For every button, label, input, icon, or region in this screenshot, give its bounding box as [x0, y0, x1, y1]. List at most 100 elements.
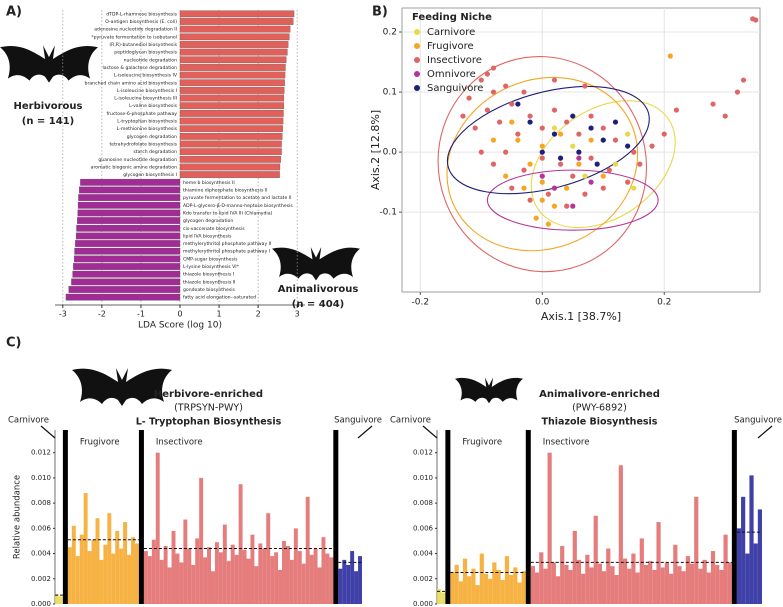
legend-label: Carnivore — [427, 27, 475, 38]
bar-label: L-valine biosynthesis — [129, 103, 178, 109]
bar — [278, 569, 283, 604]
data-point — [710, 101, 716, 107]
bar — [342, 559, 347, 604]
x-axis-title: Axis.1 [38.7%] — [541, 310, 621, 323]
bar — [483, 573, 489, 604]
bar — [622, 558, 628, 604]
y-axis-title: Relative abundance — [13, 475, 23, 559]
bar-label: L-isoleucine biosynthesis I — [117, 88, 177, 94]
data-point — [576, 155, 582, 161]
bar — [736, 528, 742, 604]
group-label: Sanguivore — [334, 416, 382, 426]
data-point — [740, 77, 747, 83]
bar — [606, 548, 611, 604]
bar — [346, 564, 351, 604]
bar — [685, 556, 690, 604]
bar — [749, 475, 754, 604]
data-point — [496, 119, 503, 125]
bar — [71, 525, 76, 604]
bar — [67, 547, 72, 604]
y-tick-label: 0.1 — [383, 88, 397, 98]
bar — [597, 563, 602, 604]
bar-label: heme b biosynthesis II — [183, 180, 235, 186]
bar — [282, 540, 286, 604]
data-point — [539, 155, 545, 161]
data-point — [551, 131, 558, 137]
y-tick-label: 0.008 — [31, 499, 51, 507]
bar — [458, 581, 463, 604]
bar — [551, 562, 556, 604]
y-tick-label: 0.006 — [31, 524, 52, 532]
group-label: Carnivore — [8, 416, 49, 426]
data-point — [631, 185, 637, 191]
bar — [635, 572, 640, 604]
group-count: (n = 404) — [292, 299, 344, 310]
data-point — [557, 155, 564, 161]
bar — [496, 569, 501, 604]
bar — [111, 553, 116, 604]
data-point — [515, 131, 521, 137]
bar — [68, 286, 181, 293]
bar — [581, 573, 586, 604]
data-point — [722, 113, 728, 119]
bar — [289, 559, 294, 604]
bar — [741, 496, 746, 604]
y-tick-label: 0.006 — [413, 524, 434, 532]
bar — [706, 572, 711, 604]
data-point — [478, 149, 484, 155]
bar — [297, 551, 302, 604]
group-label: Herbivorous — [14, 101, 83, 112]
bar — [131, 537, 135, 604]
bar — [627, 568, 632, 604]
data-point — [557, 161, 564, 167]
bar — [589, 567, 594, 604]
legend-swatch — [414, 71, 420, 77]
bar — [462, 558, 468, 604]
confidence-ellipse — [446, 85, 650, 195]
bar — [293, 528, 298, 604]
data-point — [527, 197, 533, 203]
data-point — [521, 167, 527, 173]
bar — [127, 554, 132, 604]
bar — [270, 556, 275, 604]
bar — [441, 592, 446, 604]
bar — [258, 543, 263, 604]
bar — [74, 247, 181, 255]
bar — [467, 576, 472, 604]
panel-label: B) — [372, 5, 388, 20]
data-point — [527, 161, 533, 167]
bar — [572, 530, 577, 604]
bar — [648, 561, 653, 604]
y-tick-label: 0.008 — [413, 499, 433, 507]
bar — [179, 64, 286, 71]
bar — [656, 522, 661, 604]
legend-title: Feeding Niche — [412, 12, 492, 23]
panel-label: C) — [6, 336, 21, 351]
bar — [309, 554, 314, 604]
x-tick-label: 0 — [177, 310, 182, 319]
bar — [65, 293, 181, 301]
bar — [179, 102, 285, 110]
confidence-ellipse — [530, 100, 676, 229]
data-point — [649, 143, 655, 149]
data-point — [612, 137, 619, 143]
bar — [254, 566, 259, 604]
bar-label: methylerythritol phosphate pathway I — [183, 249, 270, 255]
data-point — [570, 203, 576, 209]
group-label: Animalivorous — [278, 284, 359, 295]
y-tick-label: 0.012 — [413, 449, 433, 457]
data-point — [527, 113, 533, 119]
bar — [301, 563, 306, 604]
bar — [329, 557, 334, 604]
bar — [73, 263, 181, 270]
bar — [179, 33, 290, 41]
bar — [660, 567, 665, 604]
data-point — [576, 131, 582, 137]
bar — [437, 588, 442, 604]
bar — [222, 524, 227, 604]
y-tick-label: 0.012 — [31, 449, 51, 457]
bar — [246, 558, 251, 604]
bar — [266, 513, 271, 604]
y-tick-label: 0.2 — [383, 28, 397, 38]
bar-label: L-isoleucine biosynthesis IV — [114, 73, 178, 79]
